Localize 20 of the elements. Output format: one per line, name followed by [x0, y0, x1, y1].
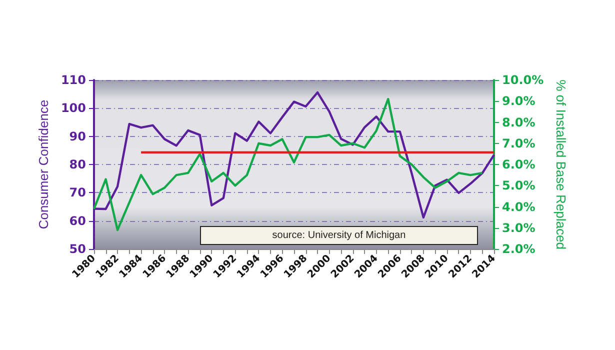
y2-tick-label: 6.0% [502, 158, 536, 172]
y-tick-label: 110 [60, 73, 86, 87]
y-tick-label: 100 [60, 101, 86, 116]
y2-tick-label: 9.0% [502, 94, 536, 108]
y-tick-label: 70 [69, 186, 86, 200]
y-tick-label: 50 [69, 242, 86, 256]
y2-tick-label: 10.0% [502, 73, 544, 87]
y2-axis-title: % of Installed Base Replaced [554, 80, 569, 250]
y-tick-label: 90 [69, 129, 86, 144]
note-box: source: University of Michigan [200, 226, 478, 245]
y2-tick-label: 5.0% [502, 178, 536, 193]
y-tick-label: 80 [69, 158, 86, 172]
line-series [92, 98, 484, 232]
y-tick-label: 60 [69, 214, 86, 228]
y2-tick-label: 3.0% [502, 220, 536, 235]
y2-tick-label: 8.0% [502, 115, 536, 130]
y-axis-title: Consumer Confidence [36, 100, 52, 230]
y2-tick-label: 4.0% [502, 200, 536, 214]
y2-tick-label: 7.0% [502, 136, 536, 150]
y2-tick-label: 2.0% [502, 242, 536, 256]
